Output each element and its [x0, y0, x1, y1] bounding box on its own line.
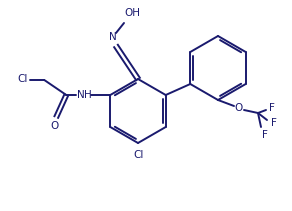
Text: H: H	[84, 90, 92, 100]
Text: OH: OH	[124, 8, 140, 18]
Text: F: F	[262, 130, 268, 140]
Text: Cl: Cl	[17, 74, 27, 84]
Text: O: O	[234, 103, 242, 113]
Text: F: F	[269, 103, 275, 113]
Text: N: N	[77, 90, 85, 100]
Text: O: O	[50, 121, 58, 131]
Text: F: F	[271, 118, 277, 128]
Text: Cl: Cl	[134, 150, 144, 160]
Text: N: N	[109, 32, 117, 42]
